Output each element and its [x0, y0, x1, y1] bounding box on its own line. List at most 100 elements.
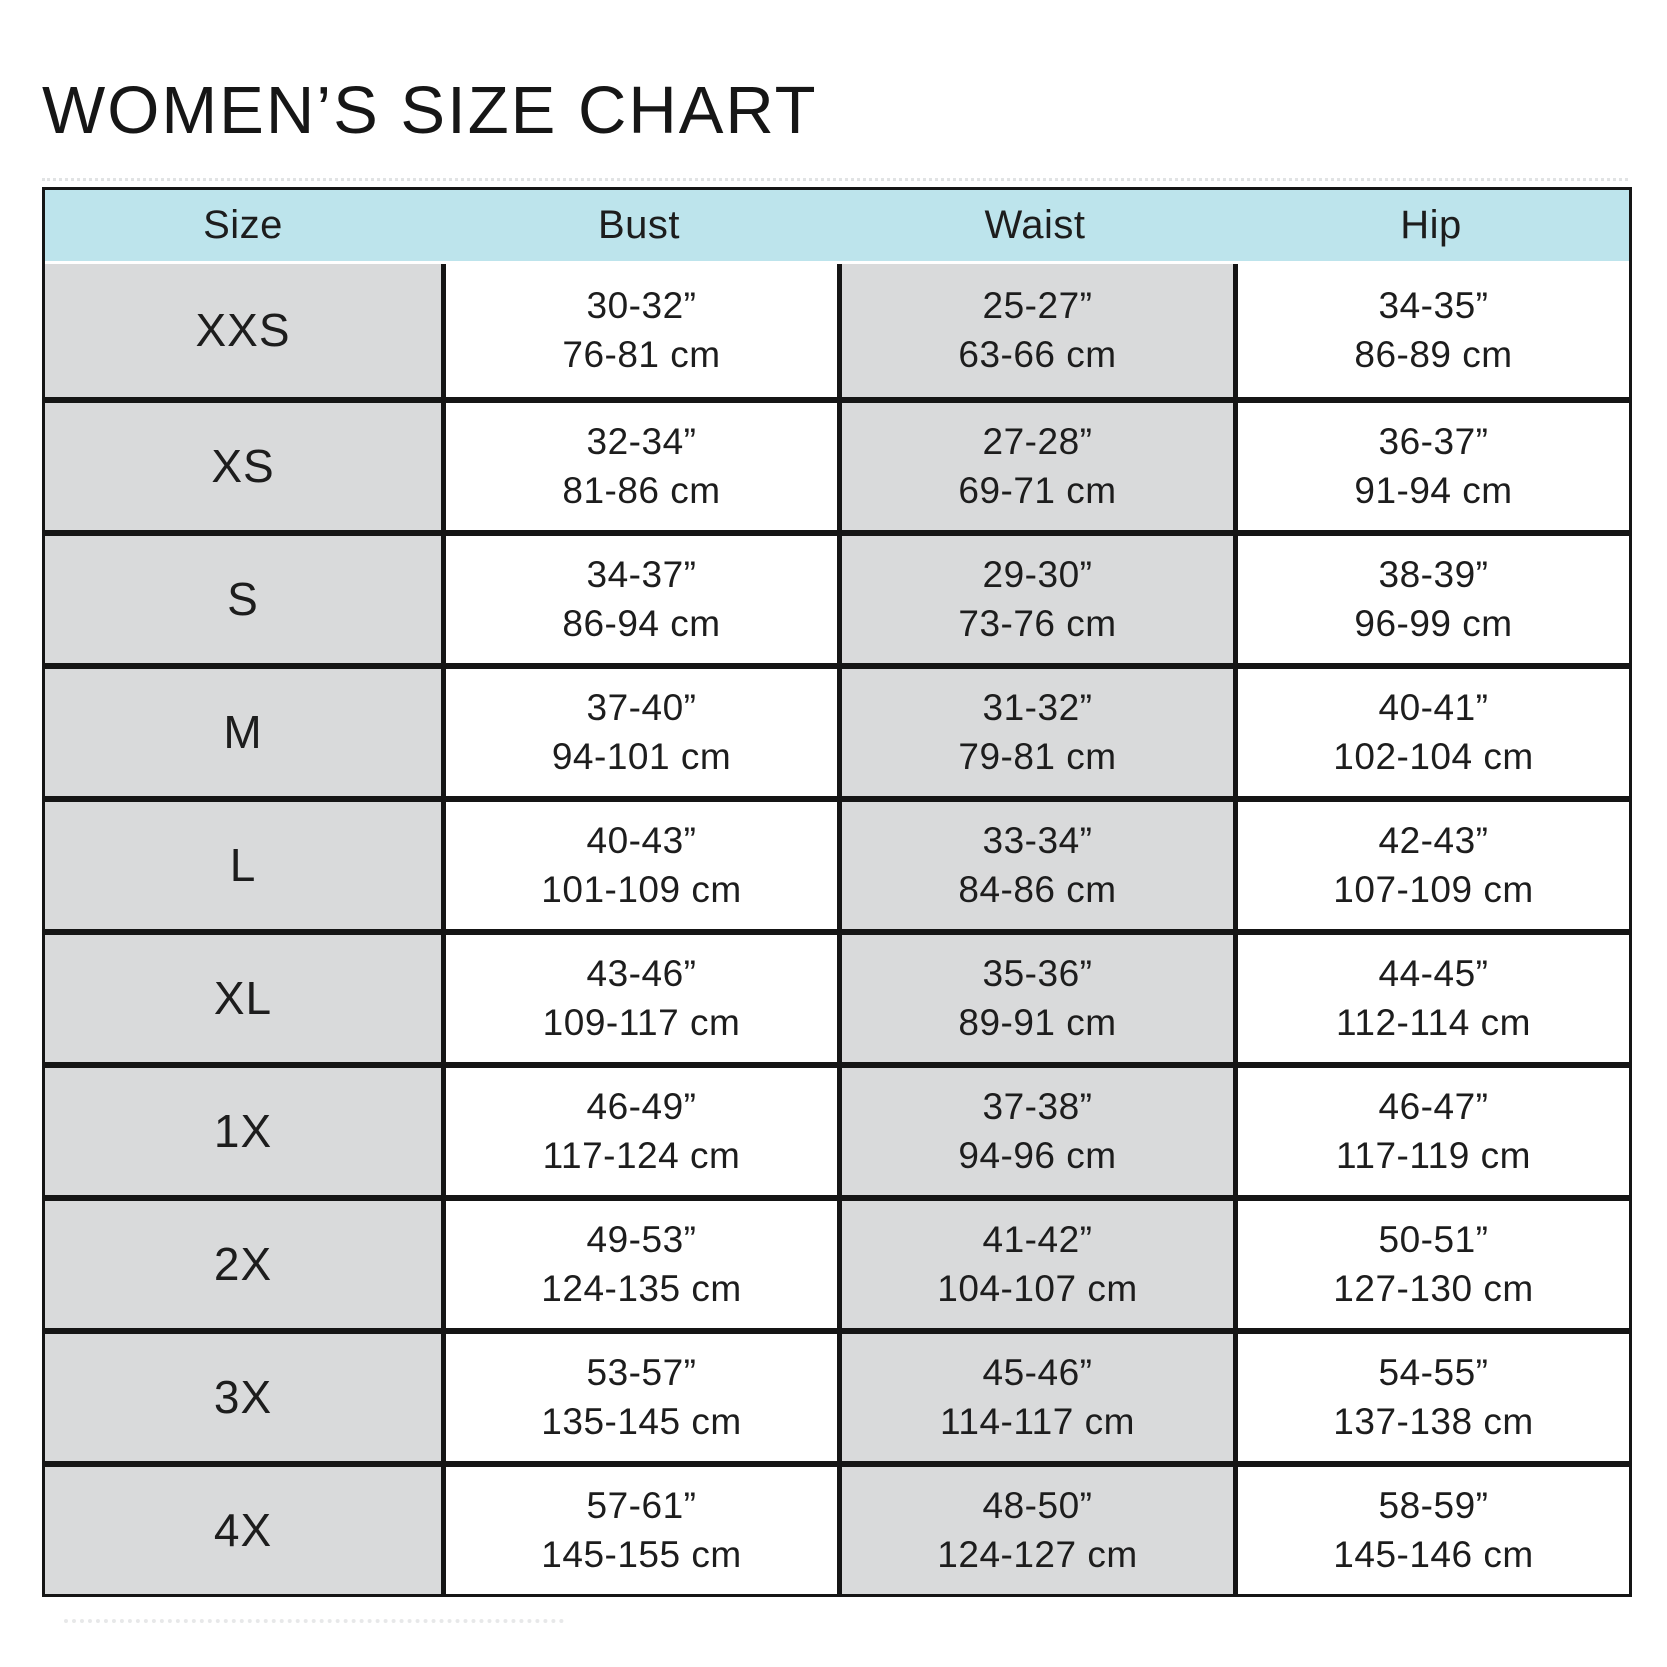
cm-value: 89-91 cm [958, 1001, 1117, 1043]
cm-value: 137-138 cm [1333, 1400, 1534, 1442]
hip-cell: 44-45” 112-114 cm [1233, 929, 1629, 1062]
header-cell-bust: Bust [441, 190, 837, 264]
cm-value: 145-155 cm [541, 1533, 742, 1575]
waist-cell: 48-50” 124-127 cm [837, 1461, 1233, 1594]
cm-value: 86-89 cm [1354, 333, 1513, 375]
cm-value: 86-94 cm [562, 602, 721, 644]
size-label: 3X [45, 1328, 441, 1461]
inches-value: 33-34” [982, 819, 1093, 861]
inches-value: 38-39” [1378, 553, 1489, 595]
table-row: 3X 53-57” 135-145 cm 45-46” 114-117 cm 54-55”… [45, 1328, 1629, 1461]
waist-cell: 45-46” 114-117 cm [837, 1328, 1233, 1461]
cm-value: 94-96 cm [958, 1134, 1117, 1176]
waist-cell: 25-27” 63-66 cm [837, 264, 1233, 397]
cm-value: 117-124 cm [542, 1134, 741, 1176]
hip-cell: 40-41” 102-104 cm [1233, 663, 1629, 796]
size-label: 4X [45, 1461, 441, 1594]
cm-value: 101-109 cm [541, 868, 742, 910]
inches-value: 49-53” [586, 1218, 697, 1260]
cm-value: 102-104 cm [1333, 735, 1534, 777]
inches-value: 46-47” [1378, 1085, 1489, 1127]
hip-cell: 34-35” 86-89 cm [1233, 264, 1629, 397]
size-label: 2X [45, 1195, 441, 1328]
header-row: Size Bust Waist Hip [45, 190, 1629, 264]
hip-cell: 46-47” 117-119 cm [1233, 1062, 1629, 1195]
waist-cell: 41-42” 104-107 cm [837, 1195, 1233, 1328]
cm-value: 84-86 cm [958, 868, 1117, 910]
waist-cell: 27-28” 69-71 cm [837, 397, 1233, 530]
inches-value: 54-55” [1378, 1351, 1489, 1393]
table-row: 1X 46-49” 117-124 cm 37-38” 94-96 cm 46-47” 11… [45, 1062, 1629, 1195]
hip-cell: 54-55” 137-138 cm [1233, 1328, 1629, 1461]
waist-cell: 37-38” 94-96 cm [837, 1062, 1233, 1195]
header-cell-hip: Hip [1233, 190, 1629, 264]
cm-value: 79-81 cm [958, 735, 1117, 777]
waist-cell: 31-32” 79-81 cm [837, 663, 1233, 796]
table-row: 4X 57-61” 145-155 cm 48-50” 124-127 cm 58-59”… [45, 1461, 1629, 1594]
scan-artifact-dots-bottom [64, 1619, 564, 1623]
cm-value: 109-117 cm [542, 1001, 741, 1043]
bust-cell: 46-49” 117-124 cm [441, 1062, 837, 1195]
inches-value: 46-49” [586, 1085, 697, 1127]
cm-value: 63-66 cm [958, 333, 1117, 375]
cm-value: 112-114 cm [1336, 1001, 1531, 1043]
inches-value: 37-40” [586, 686, 697, 728]
bust-cell: 40-43” 101-109 cm [441, 796, 837, 929]
inches-value: 27-28” [982, 420, 1093, 462]
cm-value: 145-146 cm [1333, 1533, 1534, 1575]
inches-value: 34-35” [1378, 284, 1489, 326]
size-chart-table: Size Bust Waist Hip XXS 30-32” 76-81 cm 25-… [42, 187, 1632, 1597]
page-root: WOMEN’S SIZE CHART Size Bust Waist Hip X… [42, 73, 1632, 1623]
cm-value: 104-107 cm [937, 1267, 1138, 1309]
bust-cell: 32-34” 81-86 cm [441, 397, 837, 530]
table-row: XL 43-46” 109-117 cm 35-36” 89-91 cm 44-45” 11… [45, 929, 1629, 1062]
inches-value: 43-46” [586, 952, 697, 994]
inches-value: 58-59” [1378, 1484, 1489, 1526]
hip-cell: 38-39” 96-99 cm [1233, 530, 1629, 663]
waist-cell: 29-30” 73-76 cm [837, 530, 1233, 663]
cm-value: 127-130 cm [1333, 1267, 1534, 1309]
inches-value: 29-30” [982, 553, 1093, 595]
inches-value: 45-46” [982, 1351, 1093, 1393]
page-title: WOMEN’S SIZE CHART [42, 73, 818, 148]
hip-cell: 36-37” 91-94 cm [1233, 397, 1629, 530]
bust-cell: 30-32” 76-81 cm [441, 264, 837, 397]
bust-cell: 37-40” 94-101 cm [441, 663, 837, 796]
table-row: 2X 49-53” 124-135 cm 41-42” 104-107 cm 50-51”… [45, 1195, 1629, 1328]
inches-value: 35-36” [982, 952, 1093, 994]
waist-cell: 35-36” 89-91 cm [837, 929, 1233, 1062]
size-label: M [45, 663, 441, 796]
inches-value: 34-37” [586, 553, 697, 595]
inches-value: 48-50” [982, 1484, 1093, 1526]
inches-value: 57-61” [586, 1484, 697, 1526]
cm-value: 107-109 cm [1333, 868, 1534, 910]
size-label: L [45, 796, 441, 929]
scan-artifact-dots-top [42, 178, 1628, 181]
inches-value: 41-42” [982, 1218, 1093, 1260]
inches-value: 32-34” [586, 420, 697, 462]
size-label: 1X [45, 1062, 441, 1195]
table-row: XS 32-34” 81-86 cm 27-28” 69-71 cm 36-37” 91-9… [45, 397, 1629, 530]
inches-value: 44-45” [1378, 952, 1489, 994]
bust-cell: 49-53” 124-135 cm [441, 1195, 837, 1328]
header-cell-size: Size [45, 190, 441, 264]
table-row: M 37-40” 94-101 cm 31-32” 79-81 cm 40-41” 102-… [45, 663, 1629, 796]
size-label: XXS [45, 264, 441, 397]
table-row: XXS 30-32” 76-81 cm 25-27” 63-66 cm 34-35” 86-… [45, 264, 1629, 397]
table-row: L 40-43” 101-109 cm 33-34” 84-86 cm 42-43” 107… [45, 796, 1629, 929]
size-chart: Size Bust Waist Hip XXS 30-32” 76-81 cm 25-… [42, 178, 1632, 1623]
hip-cell: 42-43” 107-109 cm [1233, 796, 1629, 929]
header-cell-waist: Waist [837, 190, 1233, 264]
cm-value: 96-99 cm [1354, 602, 1513, 644]
waist-cell: 33-34” 84-86 cm [837, 796, 1233, 929]
inches-value: 50-51” [1378, 1218, 1489, 1260]
inches-value: 40-41” [1378, 686, 1489, 728]
bust-cell: 43-46” 109-117 cm [441, 929, 837, 1062]
cm-value: 124-127 cm [937, 1533, 1138, 1575]
inches-value: 53-57” [586, 1351, 697, 1393]
inches-value: 36-37” [1378, 420, 1489, 462]
size-label: XL [45, 929, 441, 1062]
bust-cell: 57-61” 145-155 cm [441, 1461, 837, 1594]
cm-value: 69-71 cm [958, 469, 1117, 511]
inches-value: 30-32” [586, 284, 697, 326]
